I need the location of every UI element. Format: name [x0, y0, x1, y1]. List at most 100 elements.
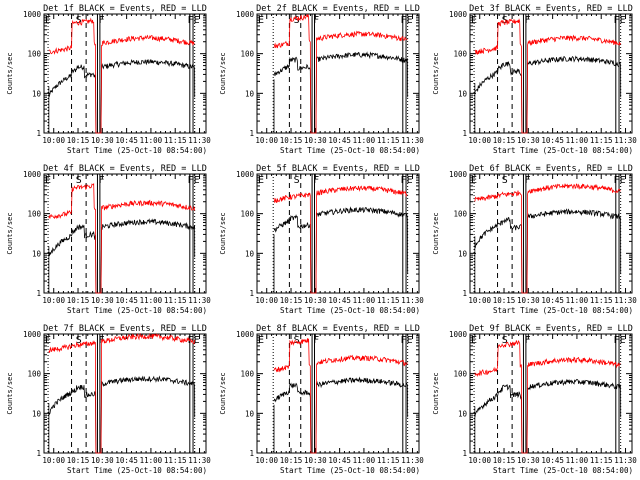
marker-label-fe: FE	[188, 335, 200, 346]
x-tick-label: 10:30	[91, 296, 114, 305]
x-tick-label: 10:45	[115, 456, 138, 465]
marker-label-s: S	[76, 335, 82, 346]
y-tick-label: 1000	[23, 170, 42, 179]
x-tick-label: 11:30	[614, 296, 637, 305]
x-tick-label: 10:00	[468, 296, 491, 305]
plot-frame	[256, 13, 420, 134]
panel-9: Det 9f BLACK = Events, RED = LLD Counts/s…	[432, 324, 637, 475]
plot-frame	[43, 333, 207, 454]
x-tick-label: 10:15	[67, 136, 90, 145]
marker-label-fe: FE	[401, 175, 413, 186]
marker-label-e: E	[471, 335, 477, 346]
marker-label-e: E	[471, 175, 477, 186]
x-tick-label: 10:45	[328, 296, 351, 305]
y-axis-label: Counts/sec	[6, 52, 14, 94]
marker-label-e: E	[258, 335, 264, 346]
y-axis-label: Counts/sec	[6, 372, 14, 414]
marker-label-f: F	[524, 15, 530, 26]
y-tick-label: 100	[453, 210, 467, 219]
x-axis-label: Start Time (25-Oct-10 08:54:00)	[280, 146, 420, 155]
y-tick-label: 1	[462, 449, 467, 458]
series-lld-line	[474, 18, 621, 134]
x-tick-label: 10:30	[304, 456, 327, 465]
marker-label-e: E	[45, 335, 51, 346]
y-tick-label: 10	[32, 249, 42, 258]
y-tick-label: 1	[36, 289, 41, 298]
x-tick-label: 10:00	[255, 456, 278, 465]
y-tick-label: 10	[245, 89, 255, 98]
marker-label-fe: FE	[614, 335, 626, 346]
marker-label-fe: FE	[401, 335, 413, 346]
marker-label-e: E	[258, 175, 264, 186]
y-tick-label: 1	[462, 129, 467, 138]
marker-label-fe: FE	[614, 15, 626, 26]
series-events-line	[273, 206, 409, 294]
y-tick-label: 10	[32, 409, 42, 418]
series-lld-line	[48, 332, 195, 454]
y-tick-label: 1	[36, 449, 41, 458]
x-tick-label: 10:30	[517, 456, 540, 465]
x-tick-label: 10:00	[468, 136, 491, 145]
series-events-line	[273, 51, 409, 134]
y-axis-label: Counts/sec	[219, 212, 227, 254]
y-tick-label: 100	[240, 370, 254, 379]
marker-label-fe: FE	[188, 175, 200, 186]
y-axis-label: Counts/sec	[6, 212, 14, 254]
x-tick-label: 10:30	[517, 136, 540, 145]
series-lld-line	[474, 339, 621, 454]
series-events-line	[48, 375, 196, 454]
x-axis-label: Start Time (25-Oct-10 08:54:00)	[280, 306, 420, 315]
plot-frame	[256, 333, 420, 454]
marker-label-e: E	[45, 15, 51, 26]
marker-label-f: F	[313, 15, 319, 26]
x-tick-label: 11:15	[590, 456, 613, 465]
x-tick-label: 10:45	[541, 136, 564, 145]
marker-label-fe: FE	[188, 15, 200, 26]
series-lld-line	[474, 183, 621, 294]
series-events-line	[48, 218, 196, 294]
y-tick-label: 1000	[449, 10, 468, 19]
x-tick-label: 10:30	[304, 296, 327, 305]
x-tick-label: 10:00	[255, 136, 278, 145]
x-tick-label: 11:15	[377, 456, 400, 465]
x-axis-label: Start Time (25-Oct-10 08:54:00)	[493, 306, 633, 315]
panel-title: Det 6f BLACK = Events, RED = LLD	[469, 164, 633, 174]
y-tick-label: 1	[249, 129, 254, 138]
y-tick-label: 1	[249, 449, 254, 458]
x-tick-label: 10:15	[280, 296, 303, 305]
x-tick-label: 11:30	[188, 456, 211, 465]
marker-label-f: F	[524, 175, 530, 186]
panel-title: Det 2f BLACK = Events, RED = LLD	[256, 4, 420, 14]
marker-label-s: S	[502, 335, 508, 346]
plot-frame	[469, 333, 633, 454]
marker-label-e: E	[471, 15, 477, 26]
x-tick-label: 10:45	[328, 136, 351, 145]
y-axis-label: Counts/sec	[219, 372, 227, 414]
x-tick-label: 10:15	[280, 136, 303, 145]
marker-label-fe: FE	[614, 175, 626, 186]
x-tick-label: 11:15	[164, 136, 187, 145]
marker-label-e: E	[258, 15, 264, 26]
x-tick-label: 10:45	[115, 136, 138, 145]
y-axis-label: Counts/sec	[219, 52, 227, 94]
y-tick-label: 100	[27, 370, 41, 379]
series-lld-line	[48, 17, 195, 134]
x-tick-label: 10:15	[493, 456, 516, 465]
marker-label-s: S	[76, 15, 82, 26]
series-lld-line	[273, 338, 408, 454]
x-tick-label: 11:15	[590, 136, 613, 145]
x-axis-label: Start Time (25-Oct-10 08:54:00)	[280, 466, 420, 475]
y-tick-label: 10	[458, 89, 468, 98]
x-tick-label: 11:30	[188, 136, 211, 145]
y-tick-label: 100	[27, 210, 41, 219]
x-tick-label: 11:30	[401, 136, 424, 145]
plot-frame	[43, 173, 207, 294]
x-tick-label: 11:30	[401, 296, 424, 305]
y-tick-label: 1	[249, 289, 254, 298]
y-tick-label: 10	[458, 409, 468, 418]
y-tick-label: 10	[245, 249, 255, 258]
series-events-line	[273, 376, 409, 454]
x-tick-label: 11:00	[353, 456, 376, 465]
panel-7: Det 7f BLACK = Events, RED = LLD Counts/s…	[6, 324, 211, 475]
